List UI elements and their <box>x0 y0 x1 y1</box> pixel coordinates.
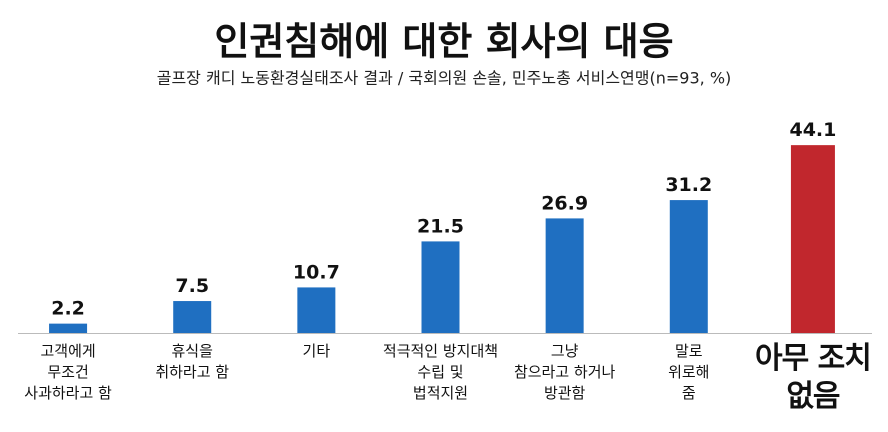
value-label: 26.9 <box>541 192 588 214</box>
bar <box>173 301 212 333</box>
value-label: 10.7 <box>293 261 340 283</box>
x-tick-label: 고객에게 무조건 사과하라고 함 <box>24 342 112 402</box>
value-label: 31.2 <box>665 174 712 196</box>
chart-subtitle: 골프장 캐디 노동환경실태조사 결과 / 국회의원 손솔, 민주노총 서비스연맹… <box>157 69 732 88</box>
x-tick-label: 적극적인 방지대책 수립 및 법적지원 <box>382 342 499 402</box>
value-label: 21.5 <box>417 215 464 237</box>
bar <box>790 145 835 333</box>
x-tick-label: 휴식을 취하라고 함 <box>155 342 230 381</box>
bar <box>49 323 88 333</box>
bar <box>669 200 708 333</box>
chart-title: 인권침해에 대한 회사의 대응 <box>214 20 673 64</box>
x-tick-label: 말로 위로해 줌 <box>668 342 710 402</box>
x-tick-label: 그냥 참으라고 하거나 방관함 <box>513 342 616 402</box>
value-label: 2.2 <box>51 298 85 320</box>
bar <box>297 287 336 333</box>
x-tick-label: 아무 조치 없음 <box>754 341 872 414</box>
value-label: 7.5 <box>175 275 209 297</box>
value-label: 44.1 <box>789 119 836 141</box>
bar <box>545 218 584 333</box>
x-tick-label: 기타 <box>302 342 331 360</box>
bar <box>421 241 460 333</box>
